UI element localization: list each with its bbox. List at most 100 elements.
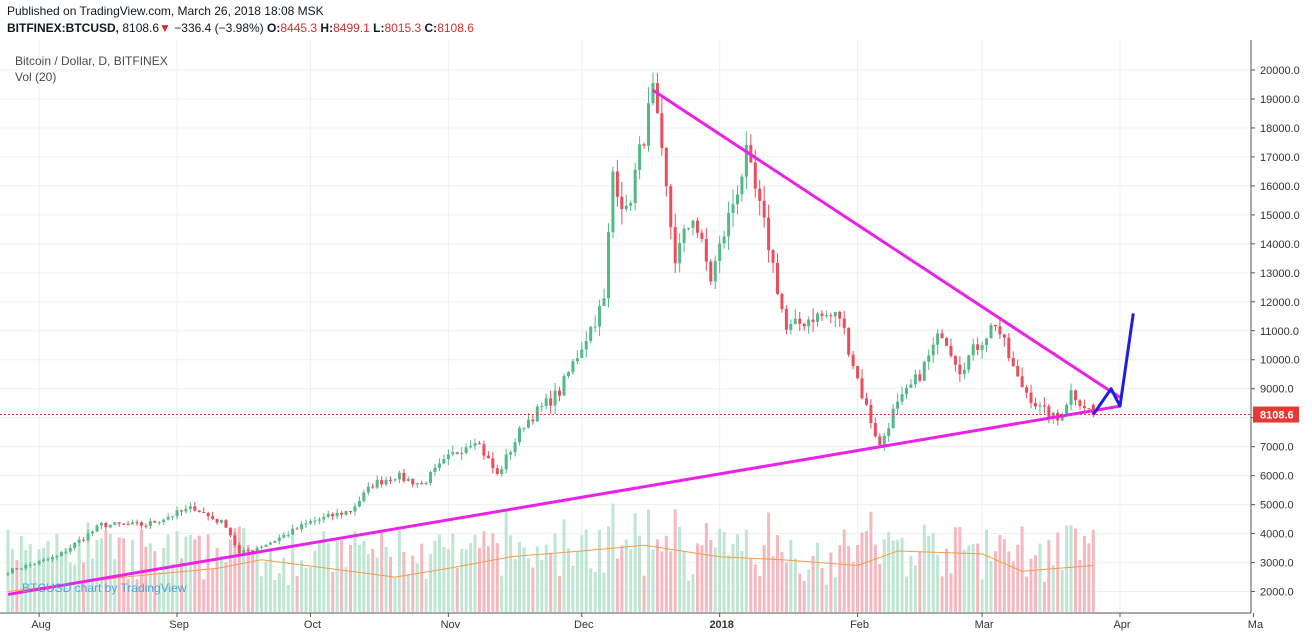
candle xyxy=(1029,392,1033,403)
volume-bar xyxy=(362,540,366,612)
candle xyxy=(184,508,188,512)
volume-bar xyxy=(473,534,477,612)
volume-bar xyxy=(593,571,597,612)
candle xyxy=(593,326,597,328)
volume-bar xyxy=(228,539,232,612)
candle xyxy=(589,326,593,342)
candle xyxy=(171,516,175,518)
volume-bar xyxy=(971,544,975,612)
candle xyxy=(211,516,215,519)
volume-bar xyxy=(233,528,237,612)
candle xyxy=(993,325,997,327)
volume-bar xyxy=(1002,539,1006,612)
candle xyxy=(553,390,557,406)
candle xyxy=(228,527,232,536)
candle xyxy=(255,547,259,551)
price-tick-label: 2000.0 xyxy=(1260,587,1294,599)
price-tick-label: 16000.0 xyxy=(1260,181,1300,193)
candle xyxy=(197,510,201,512)
candle xyxy=(268,542,272,545)
time-tick-label: Sep xyxy=(169,619,189,631)
candle xyxy=(402,472,406,481)
candle xyxy=(887,428,891,436)
volume-bar xyxy=(504,511,508,612)
volume-bar xyxy=(856,544,860,612)
price-axis[interactable]: 2000.03000.04000.05000.06000.07000.08000… xyxy=(1250,40,1312,613)
candle xyxy=(522,427,526,429)
candle xyxy=(647,103,651,146)
candle xyxy=(691,220,695,228)
volume-bar xyxy=(771,556,775,612)
volume-bar xyxy=(860,532,864,612)
volume-bar xyxy=(1074,528,1078,612)
close-value: 8108.6 xyxy=(437,21,474,35)
drawings xyxy=(0,89,1251,596)
candle xyxy=(945,338,949,346)
volume-bar xyxy=(451,533,455,612)
volume-bar xyxy=(509,535,513,612)
time-tick-label: 2018 xyxy=(709,619,733,631)
candle xyxy=(326,513,330,517)
last-price-tag: 8108.6 xyxy=(1253,406,1299,423)
volume-bar xyxy=(869,511,873,612)
volume-bar xyxy=(962,549,966,612)
volume-bar xyxy=(642,575,646,612)
candle xyxy=(411,478,415,485)
candle xyxy=(10,568,14,574)
volume-bar xyxy=(424,578,428,612)
volume-bar xyxy=(433,540,437,612)
volume-bar xyxy=(171,563,175,612)
candle xyxy=(42,559,46,561)
volume-bar xyxy=(526,558,530,612)
candle xyxy=(1002,334,1006,338)
price-tick-label: 9000.0 xyxy=(1260,384,1294,396)
volume-bar xyxy=(740,550,744,612)
volume-bar xyxy=(949,573,953,612)
candle xyxy=(566,372,570,377)
volume-bar xyxy=(397,529,401,612)
volume-bar xyxy=(744,529,748,612)
candle xyxy=(322,516,326,520)
watermark[interactable]: BTCUSD chart by TradingView xyxy=(22,581,187,595)
candle xyxy=(753,162,757,189)
volume-bar xyxy=(776,535,780,612)
candle xyxy=(860,378,864,399)
candles xyxy=(6,72,1095,576)
price-tick-label: 6000.0 xyxy=(1260,471,1294,483)
volume-bar xyxy=(95,540,99,612)
candle xyxy=(237,545,241,554)
candle xyxy=(28,564,32,566)
volume-bar xyxy=(1051,564,1055,612)
volume-bar xyxy=(580,535,584,612)
candle xyxy=(1020,376,1024,388)
candle xyxy=(389,479,393,481)
candle xyxy=(633,169,637,203)
volume-bar xyxy=(184,536,188,612)
candle xyxy=(77,539,81,543)
volume-bar xyxy=(735,534,739,612)
candle xyxy=(446,454,450,460)
volume-bar xyxy=(495,543,499,612)
candle xyxy=(504,454,508,470)
volume-bar xyxy=(660,551,664,612)
volume-bar xyxy=(620,545,624,612)
volume-bar xyxy=(767,512,771,612)
volume-bar xyxy=(491,533,495,612)
candle xyxy=(313,520,317,522)
volume-bar xyxy=(1087,543,1091,612)
time-axis[interactable]: Aug Sep Oct Nov Dec 2018 Feb Mar Apr Ma xyxy=(0,612,1264,631)
candle xyxy=(851,354,855,367)
open-value: 8445.3 xyxy=(280,21,318,35)
volume-bar xyxy=(513,559,517,612)
candle xyxy=(220,520,224,523)
candle xyxy=(740,176,744,195)
volume-bar xyxy=(268,547,272,612)
candle xyxy=(673,227,677,264)
volume-bar xyxy=(389,556,393,612)
candle xyxy=(704,238,708,262)
candle xyxy=(678,242,682,264)
candle xyxy=(139,522,143,526)
candle xyxy=(602,298,606,306)
candle xyxy=(384,479,388,485)
